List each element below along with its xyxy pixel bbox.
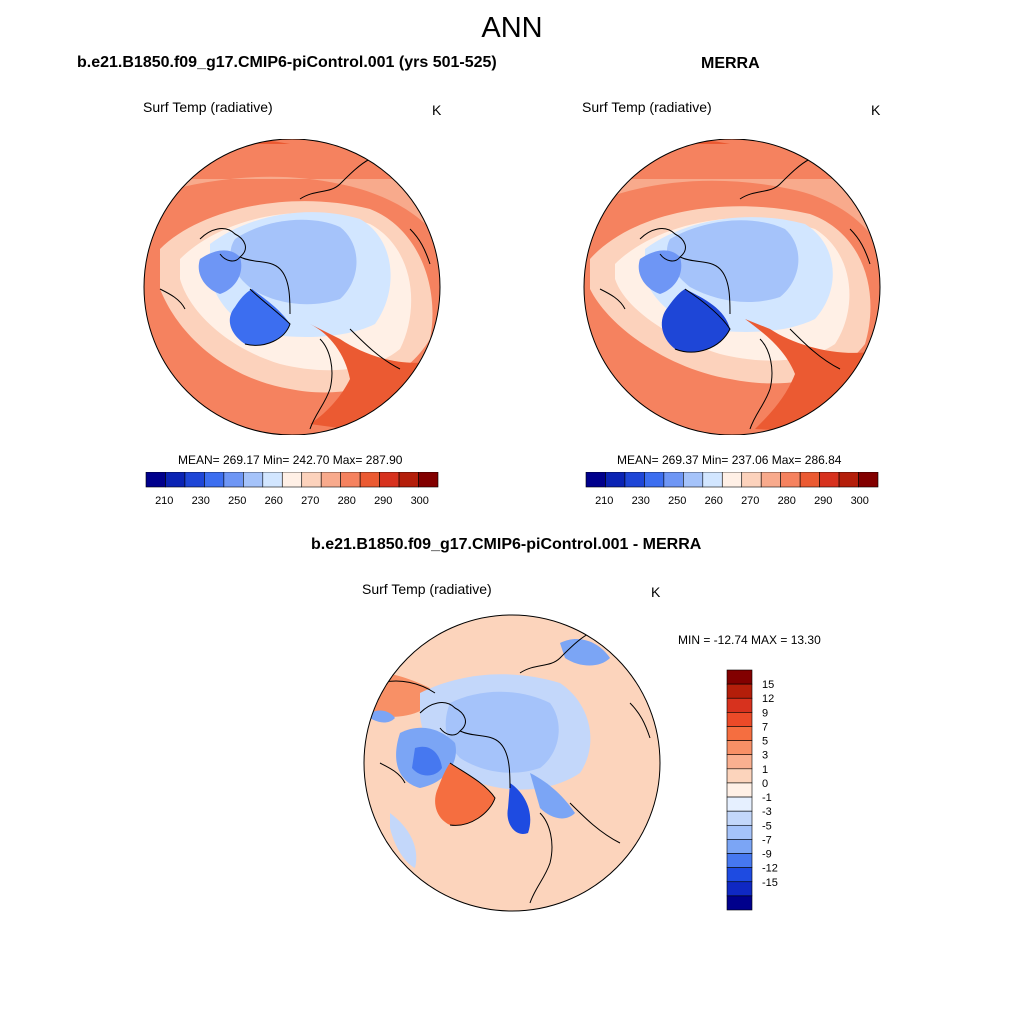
obs-stats-label: MEAN= 269.37 Min= 237.06 Max= 286.84: [617, 453, 842, 467]
colorbar-swatch: [418, 472, 439, 488]
colorbar-swatch: [858, 472, 879, 488]
colorbar-swatch: [799, 472, 820, 488]
obs-variable-label: Surf Temp (radiative): [582, 99, 712, 115]
colorbar-swatch: [726, 740, 753, 756]
diff-polar-map: [363, 614, 661, 912]
colorbar-swatch: [398, 472, 419, 488]
obs-panel-title: MERRA: [701, 55, 760, 72]
model-units-label: K: [432, 102, 442, 118]
colorbar-swatch: [320, 472, 341, 488]
colorbar-swatch: [726, 853, 753, 868]
model-panel-title: b.e21.B1850.f09_g17.CMIP6-piControl.001 …: [77, 54, 497, 71]
diff-panel-title: b.e21.B1850.f09_g17.CMIP6-piControl.001 …: [311, 536, 702, 553]
colorbar-tick-label: 1: [762, 764, 768, 776]
colorbar-swatch: [726, 839, 753, 854]
colorbar-swatch: [726, 881, 753, 897]
colorbar-swatch: [359, 472, 380, 488]
colorbar-swatch: [838, 472, 859, 488]
colorbar-tick-label: -12: [762, 863, 778, 875]
colorbar-tick-label: 3: [762, 750, 768, 762]
colorbar-swatch: [726, 683, 753, 699]
colorbar-tick-label: -3: [762, 806, 772, 818]
diff-variable-label: Surf Temp (radiative): [362, 581, 492, 597]
colorbar-swatch: [726, 895, 753, 911]
colorbar-tick-label: 250: [668, 495, 686, 507]
obs-polar-map: [583, 139, 881, 435]
colorbar-tick-label: 0: [762, 778, 768, 790]
model-colorbar: 210 230 250 260 270 280 290 300: [145, 472, 439, 507]
colorbar-swatch: [262, 472, 283, 488]
colorbar-swatch: [340, 472, 361, 488]
colorbar-swatch: [145, 472, 166, 488]
colorbar-tick-label: 9: [762, 707, 768, 719]
colorbar-tick-label: 290: [374, 495, 392, 507]
colorbar-tick-label: 300: [411, 495, 429, 507]
colorbar-swatch: [726, 669, 753, 685]
colorbar-tick-label: -5: [762, 820, 772, 832]
colorbar-tick-label: -1: [762, 792, 772, 804]
colorbar-swatch: [760, 472, 781, 488]
model-polar-map: [143, 139, 441, 435]
colorbar-swatch: [726, 824, 753, 840]
colorbar-tick-label: 280: [778, 495, 796, 507]
colorbar-tick-label: 230: [632, 495, 650, 507]
colorbar-swatch: [165, 472, 186, 488]
colorbar-swatch: [726, 697, 753, 713]
colorbar-tick-label: -15: [762, 877, 778, 889]
colorbar-tick-label: 260: [265, 495, 283, 507]
colorbar-swatch: [819, 472, 840, 488]
colorbar-tick-label: 7: [762, 721, 768, 733]
colorbar-swatch: [379, 472, 400, 488]
colorbar-swatch: [726, 867, 753, 883]
colorbar-swatch: [644, 472, 665, 488]
colorbar-swatch: [683, 472, 704, 488]
colorbar-swatch: [741, 472, 762, 488]
colorbar-swatch: [301, 472, 322, 488]
colorbar-swatch: [726, 810, 753, 826]
colorbar-swatch: [663, 472, 684, 488]
colorbar-tick-label: 210: [155, 495, 173, 507]
colorbar-tick-label: 5: [762, 736, 768, 748]
colorbar-swatch: [624, 472, 645, 488]
colorbar-swatch: [726, 754, 753, 770]
colorbar-swatch: [780, 472, 801, 488]
model-variable-label: Surf Temp (radiative): [143, 99, 273, 115]
colorbar-swatch: [726, 712, 753, 727]
colorbar-swatch: [702, 472, 723, 488]
colorbar-tick-label: 15: [762, 679, 774, 691]
colorbar-swatch: [726, 782, 753, 798]
colorbar-tick-label: 260: [705, 495, 723, 507]
diff-stats-label: MIN = -12.74 MAX = 13.30: [678, 633, 821, 647]
colorbar-swatch: [726, 726, 753, 741]
colorbar-tick-label: 270: [741, 495, 759, 507]
colorbar-tick-label: -9: [762, 849, 772, 861]
diff-units-label: K: [651, 584, 661, 600]
model-stats-label: MEAN= 269.17 Min= 242.70 Max= 287.90: [178, 453, 403, 467]
colorbar-swatch: [223, 472, 244, 488]
colorbar-tick-label: 12: [762, 693, 774, 705]
colorbar-swatch: [281, 472, 303, 488]
colorbar-tick-label: 210: [595, 495, 613, 507]
colorbar-swatch: [585, 472, 606, 488]
colorbar-swatch: [721, 472, 743, 488]
colorbar-swatch: [204, 472, 225, 488]
colorbar-tick-label: 300: [851, 495, 869, 507]
colorbar-swatch: [726, 796, 753, 812]
obs-units-label: K: [871, 102, 881, 118]
figure-title: ANN: [481, 12, 543, 44]
diff-colorbar: 15 12 9 7 5 3 1 0 -1 -3 -5 -7 -9 -12 -15: [726, 669, 778, 911]
colorbar-tick-label: 270: [301, 495, 319, 507]
colorbar-tick-label: 290: [814, 495, 832, 507]
colorbar-swatch: [605, 472, 626, 488]
colorbar-tick-label: 250: [228, 495, 246, 507]
colorbar-swatch: [184, 472, 205, 488]
colorbar-swatch: [726, 768, 753, 784]
obs-colorbar: 210 230 250 260 270 280 290 300: [585, 472, 879, 507]
colorbar-tick-label: 230: [192, 495, 210, 507]
colorbar-tick-label: -7: [762, 834, 772, 846]
colorbar-tick-label: 280: [338, 495, 356, 507]
colorbar-swatch: [243, 472, 264, 488]
